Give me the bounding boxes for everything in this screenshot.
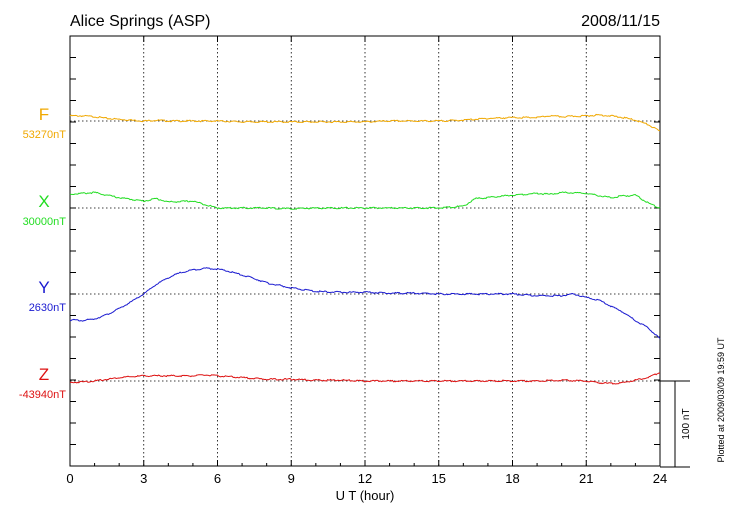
series-line-F	[69, 113, 661, 132]
series-name-X: X	[38, 192, 49, 211]
x-axis-ticks: 0 3 6 9 12 15 18 21 24	[66, 36, 667, 486]
x-tick-label-24: 24	[653, 471, 667, 486]
series-baseline-label-Z: -43940nT	[19, 389, 66, 401]
plotted-note: Plotted at 2009/03/09 19:59 UT	[716, 337, 726, 463]
series-baseline-label-F: 53270nT	[23, 129, 67, 141]
x-tick-label-3: 3	[140, 471, 147, 486]
x-tick-label-6: 6	[214, 471, 221, 486]
series-name-Y: Y	[38, 278, 49, 297]
x-tick-label-9: 9	[288, 471, 295, 486]
frame-ticks	[70, 57, 660, 445]
series-baseline-label-Y: 2630nT	[29, 302, 67, 314]
series-line-X	[69, 191, 661, 210]
grid-lines	[70, 36, 660, 466]
x-tick-label-18: 18	[505, 471, 519, 486]
series-baseline-label-X: 30000nT	[23, 216, 67, 228]
series-line-Y	[70, 267, 661, 339]
scale-bar-label: 100 nT	[681, 408, 692, 439]
series-name-Z: Z	[39, 365, 49, 384]
chart-title: Alice Springs (ASP)	[70, 13, 211, 30]
chart-date: 2008/11/15	[581, 13, 660, 30]
x-tick-label-12: 12	[358, 471, 372, 486]
x-tick-label-0: 0	[66, 471, 73, 486]
x-axis-title: U T (hour)	[336, 488, 395, 503]
series-name-F: F	[39, 105, 49, 124]
x-tick-label-21: 21	[579, 471, 593, 486]
series-layer: F 53270nT X 30000nT Y 2630nT Z -43940nT	[19, 105, 661, 401]
series-line-Z	[69, 372, 661, 385]
x-tick-label-15: 15	[432, 471, 446, 486]
scale-bar: 100 nT	[660, 380, 692, 468]
